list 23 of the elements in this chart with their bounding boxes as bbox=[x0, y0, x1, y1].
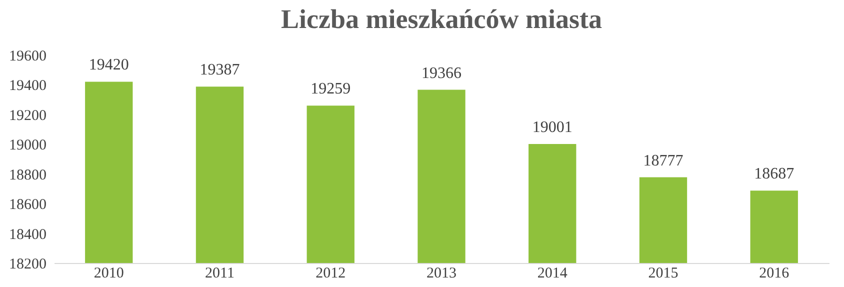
data-label: 19259 bbox=[310, 80, 351, 98]
x-tick-label: 2012 bbox=[316, 266, 346, 282]
chart-title: Liczba mieszkańców miasta bbox=[281, 4, 602, 34]
x-tick-label: 2016 bbox=[759, 266, 790, 282]
data-label: 19387 bbox=[200, 62, 240, 79]
x-tick-label: 2013 bbox=[426, 266, 456, 282]
data-label: 18687 bbox=[754, 166, 794, 183]
y-tick-label: 18200 bbox=[9, 256, 46, 272]
data-label: 18777 bbox=[643, 152, 684, 170]
y-tick-label: 18600 bbox=[9, 197, 46, 214]
data-label: 19001 bbox=[532, 118, 572, 136]
x-tick-label: 2014 bbox=[537, 266, 568, 282]
y-tick-label: 19400 bbox=[9, 78, 46, 94]
x-tick-label: 2010 bbox=[94, 266, 124, 282]
y-tick-label: 19000 bbox=[9, 138, 46, 154]
x-tick-label: 2015 bbox=[648, 266, 678, 282]
x-tick-label: 2011 bbox=[205, 266, 234, 282]
data-label: 19366 bbox=[422, 64, 462, 82]
y-tick-label: 18800 bbox=[9, 167, 46, 184]
y-tick-label: 19200 bbox=[9, 108, 46, 124]
data-label: 19420 bbox=[88, 56, 129, 74]
y-tick-label: 18400 bbox=[9, 226, 46, 243]
y-tick-label: 19600 bbox=[9, 48, 46, 64]
